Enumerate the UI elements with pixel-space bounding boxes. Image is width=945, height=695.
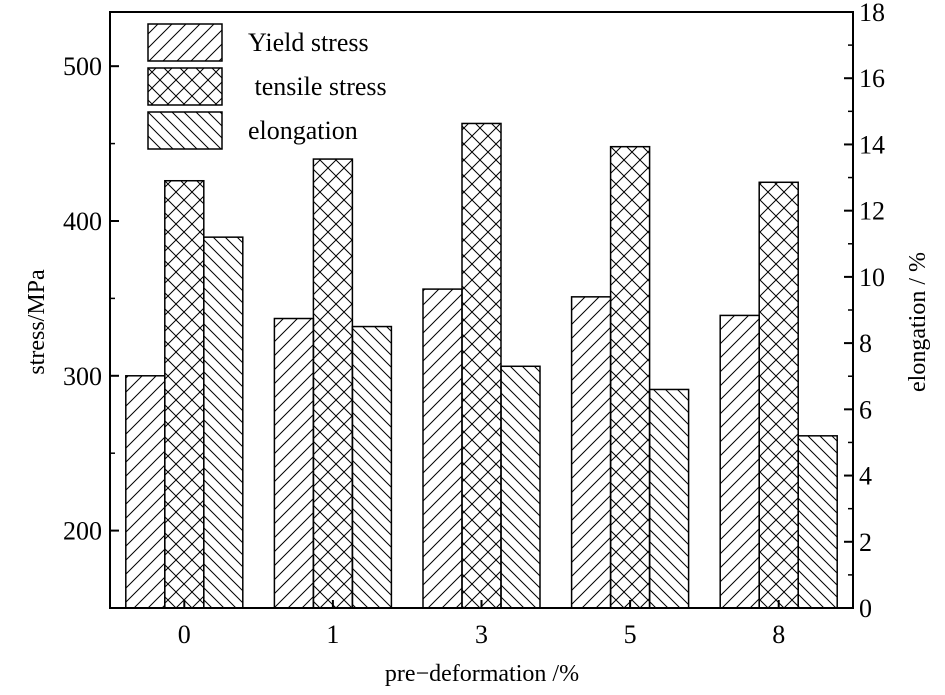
bar-diag-forward-8 — [719, 314, 760, 609]
y-right-tick-label: 12 — [859, 197, 885, 226]
bar-diag-back-8 — [797, 435, 838, 609]
y-right-tick-label: 2 — [859, 528, 872, 557]
bar-crosshatch-0 — [164, 179, 205, 609]
bar-diag-forward-1 — [273, 317, 315, 609]
x-tick-label: 5 — [624, 620, 637, 649]
bar-crosshatch-5 — [609, 145, 651, 609]
bar-crosshatch-1 — [312, 158, 354, 609]
y-left-tick-label: 200 — [63, 517, 102, 546]
y-right-tick-label: 6 — [859, 395, 872, 424]
bar-diag-back-0 — [203, 236, 244, 609]
y-left-tick-label: 300 — [63, 362, 102, 391]
y-left-tick-label: 500 — [63, 52, 102, 81]
y-right-tick-label: 8 — [859, 329, 872, 358]
legend-swatch — [147, 111, 223, 150]
legend-label: elongation — [248, 116, 358, 145]
y-right-tick-label: 18 — [859, 0, 885, 27]
y-left-tick-label: 400 — [63, 207, 102, 236]
bar-diag-back-5 — [648, 388, 690, 609]
x-axis-title: pre−deformation /% — [385, 661, 579, 687]
bar-crosshatch-8 — [758, 181, 799, 609]
bar-diag-back-3 — [500, 365, 541, 609]
y-right-tick-label: 0 — [859, 594, 872, 623]
y-right-tick-label: 16 — [859, 64, 885, 93]
bar-diag-forward-5 — [570, 296, 612, 609]
axes: 200 300 400 500 0 2 4 6 8 10 12 14 16 18 0 1 3 5 8 — [63, 0, 885, 649]
legend-label: Yield stress — [248, 28, 369, 57]
bar-diag-forward-3 — [422, 288, 463, 609]
x-tick-label: 0 — [178, 620, 191, 649]
y-right-tick-label: 4 — [859, 462, 872, 491]
bar-diag-back-1 — [351, 325, 393, 609]
legend: Yield stress tensile stress elongation — [147, 23, 387, 150]
bars-layer — [125, 122, 838, 609]
x-tick-label: 8 — [772, 620, 785, 649]
legend-label: tensile stress — [248, 72, 387, 101]
y-right-tick-label: 10 — [859, 263, 885, 292]
legend-swatch — [147, 67, 223, 106]
legend-swatch — [147, 23, 223, 62]
y-axis-title-left: stress/MPa — [24, 269, 50, 375]
bar-crosshatch-3 — [461, 122, 502, 609]
bar-diag-forward-0 — [125, 375, 166, 609]
x-tick-label: 3 — [475, 620, 488, 649]
y-right-tick-label: 14 — [859, 130, 885, 159]
x-tick-label: 1 — [326, 620, 339, 649]
y-axis-title-right: elongation / % — [905, 252, 931, 392]
